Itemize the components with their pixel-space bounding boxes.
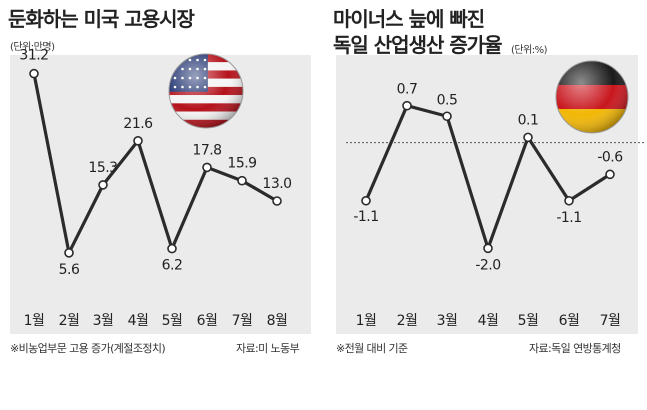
left-data-label: 17.8 [192, 142, 221, 158]
right-data-label: -0.6 [597, 149, 623, 165]
germany-flag-icon [555, 60, 629, 134]
right-x-tick-label: 5월 [518, 313, 539, 329]
right-data-label: -2.0 [475, 257, 500, 273]
left-footnote: ※비농업부문 고용 증가(계절조정치) [10, 342, 166, 355]
right-chart-unit: (단위:%) [511, 45, 548, 56]
left-point [133, 136, 143, 146]
right-data-label: 0.5 [437, 92, 458, 108]
left-x-tick-label: 6월 [197, 313, 218, 329]
right-chart-title-line1: 마이너스 늪에 빠진 [333, 7, 485, 31]
right-point [442, 111, 452, 122]
right-data-label: -1.1 [556, 210, 581, 226]
right-x-tick-label: 7월 [600, 313, 621, 329]
left-point [29, 68, 39, 79]
left-x-tick-label: 5월 [162, 313, 183, 329]
left-point [64, 248, 74, 258]
right-point [361, 195, 371, 206]
left-data-label: 6.2 [162, 258, 183, 274]
left-x-tick-label: 3월 [93, 313, 114, 329]
right-x-tick-label: 3월 [437, 313, 458, 329]
right-footnote: ※전월 대비 기준 [336, 342, 408, 355]
left-data-label: 15.3 [88, 160, 117, 176]
left-data-label: 31.2 [19, 48, 48, 64]
right-point [483, 243, 493, 254]
right-x-tick-label: 6월 [559, 313, 580, 329]
left-data-label: 15.9 [227, 156, 256, 172]
right-x-tick-label: 2월 [397, 313, 418, 329]
right-data-label: -1.1 [353, 209, 378, 225]
left-x-tick-label: 7월 [232, 313, 253, 329]
left-x-tick-label: 2월 [59, 313, 80, 329]
left-point [272, 196, 282, 206]
right-point [523, 132, 533, 143]
left-x-tick-label: 8월 [267, 313, 288, 329]
right-data-label: 0.1 [518, 112, 539, 128]
left-chart-title: 둔화하는 미국 고용시장 [8, 7, 195, 31]
right-chart-title-line2: 독일 산업생산 증가율 [333, 33, 503, 57]
left-data-label: 21.6 [123, 116, 153, 132]
us-flag-icon [168, 53, 244, 129]
right-source: 자료:독일 연방통계청 [529, 342, 621, 355]
left-source: 자료:미 노동부 [236, 342, 300, 355]
left-data-label: 5.6 [59, 262, 80, 278]
right-x-tick-label: 4월 [478, 313, 499, 329]
right-point [402, 100, 412, 111]
left-point [98, 180, 108, 190]
left-plot-area [10, 55, 311, 334]
right-data-label: 0.7 [397, 82, 418, 98]
left-x-tick-label: 4월 [128, 313, 149, 329]
left-chart-unit: (단위:만명) [10, 42, 55, 53]
left-x-tick-label: 1월 [24, 313, 45, 329]
right-point [564, 195, 574, 206]
right-point [605, 169, 615, 180]
left-point [237, 175, 247, 186]
left-point [202, 162, 212, 173]
left-data-label: 13.0 [262, 176, 291, 192]
left-point [167, 243, 177, 254]
right-x-tick-label: 1월 [356, 313, 377, 329]
left-series-line [32, 73, 278, 255]
